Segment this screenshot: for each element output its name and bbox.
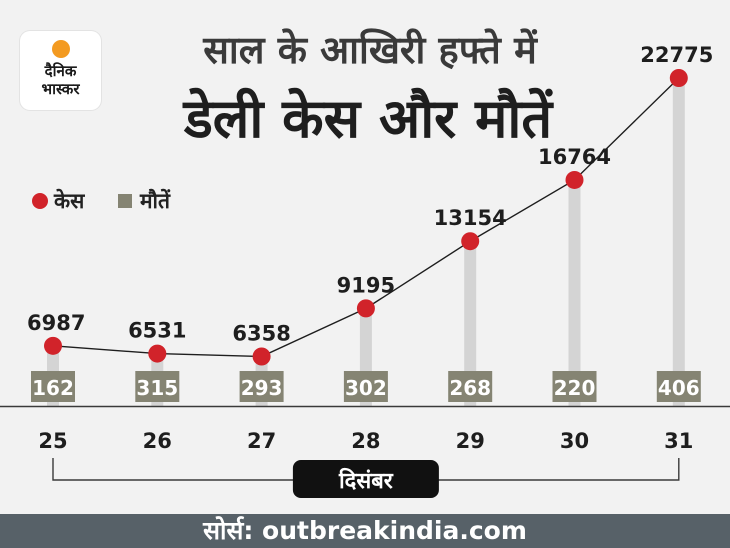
logo-line1: दैनिक [44, 62, 77, 80]
case-value-label: 9195 [337, 273, 395, 297]
logo-line2: भास्कर [41, 80, 80, 98]
case-value-label: 6987 [27, 311, 85, 335]
case-value-label: 6531 [128, 319, 186, 343]
case-bar [568, 179, 581, 406]
legend-cases-marker [32, 193, 48, 209]
case-point [565, 170, 584, 189]
month-label: दिसंबर [338, 467, 394, 494]
case-point [148, 344, 167, 363]
case-bar [464, 241, 477, 406]
case-point [356, 299, 375, 318]
case-point [669, 69, 688, 87]
chart-title: डेली केस और मौतें [183, 87, 553, 150]
x-tick-label: 29 [456, 429, 485, 453]
source-footer: सोर्स: outbreakindia.com [0, 514, 730, 548]
x-tick-label: 27 [247, 429, 276, 453]
death-value-label: 293 [241, 376, 283, 400]
case-value-label: 6358 [232, 322, 290, 346]
case-value-label: 13154 [434, 206, 507, 230]
case-value-label: 16764 [538, 145, 611, 169]
legend-item-deaths: मौतें [118, 186, 170, 216]
x-tick-label: 25 [38, 429, 67, 453]
death-box [135, 371, 180, 402]
x-tick-label: 30 [560, 429, 589, 453]
death-value-label: 220 [554, 376, 596, 400]
death-box [31, 371, 75, 402]
dainik-bhaskar-logo: दैनिक भास्कर [20, 31, 101, 110]
death-value-label: 162 [32, 376, 74, 400]
x-tick-label: 26 [143, 429, 172, 453]
death-value-label: 315 [136, 376, 178, 400]
legend-item-cases: केस [32, 186, 84, 216]
case-point [44, 336, 62, 355]
case-value-label: 22775 [640, 43, 713, 67]
death-box [239, 371, 284, 402]
death-box [343, 371, 388, 402]
legend-deaths-marker [118, 194, 132, 208]
case-point [252, 347, 271, 366]
death-value-label: 406 [658, 376, 700, 400]
death-value-label: 268 [449, 376, 491, 400]
x-tick-label: 28 [351, 429, 380, 453]
chart-subtitle: साल के आखिरी हफ्ते में [203, 28, 537, 72]
legend-cases-label: केस [54, 189, 85, 213]
sun-icon [52, 40, 70, 58]
chart-canvas: 162 315 293 302 268 220 406 6987 6531 6358 9195 131… [0, 43, 730, 498]
month-pill [292, 460, 439, 498]
death-box [656, 371, 701, 402]
case-point [461, 232, 480, 251]
legend-deaths-label: मौतें [140, 189, 170, 213]
death-box [448, 371, 493, 402]
x-tick-label: 31 [664, 429, 693, 453]
death-value-label: 302 [345, 376, 387, 400]
case-bar [672, 78, 685, 406]
death-box [552, 371, 597, 402]
